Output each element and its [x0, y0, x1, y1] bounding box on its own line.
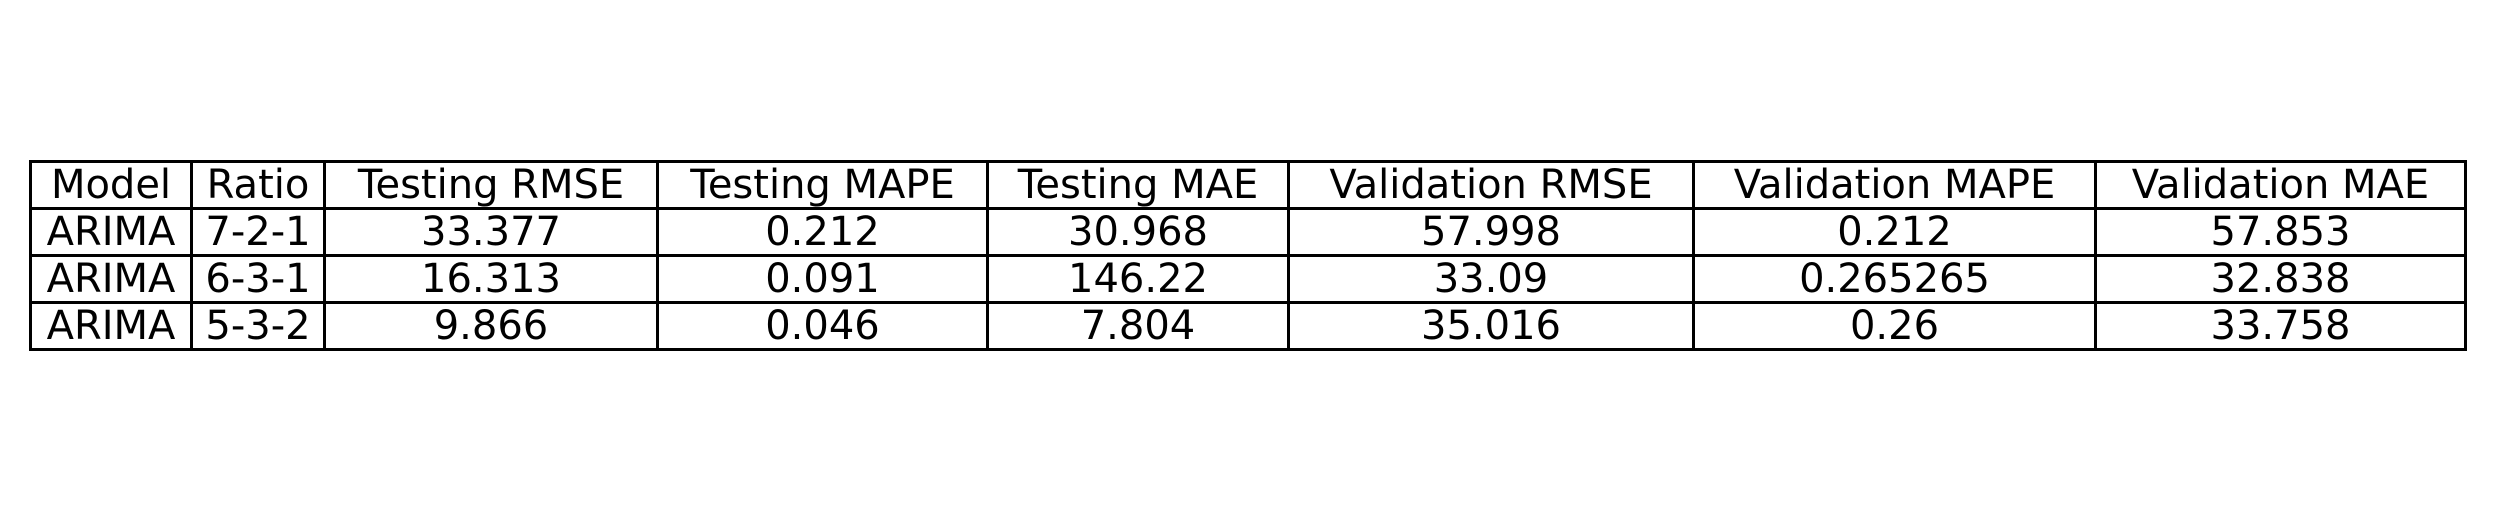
column-header-testing-mae: Testing MAE — [986, 160, 1290, 210]
table-cell: 33.09 — [1287, 254, 1695, 304]
column-header-validation-rmse: Validation RMSE — [1287, 160, 1695, 210]
table-cell: ARIMA — [29, 301, 193, 351]
table-cell: 33.377 — [323, 207, 659, 257]
table-cell: 57.998 — [1287, 207, 1695, 257]
table-cell: 7.804 — [986, 301, 1290, 351]
table-row: ARIMA 6-3-1 16.313 0.091 146.22 33.09 0.… — [29, 254, 2467, 304]
table-cell: 7-2-1 — [190, 207, 326, 257]
table-cell: 146.22 — [986, 254, 1290, 304]
table-row: ARIMA 5-3-2 9.866 0.046 7.804 35.016 0.2… — [29, 301, 2467, 351]
table-cell: 5-3-2 — [190, 301, 326, 351]
table-cell: ARIMA — [29, 254, 193, 304]
column-header-testing-mape: Testing MAPE — [656, 160, 989, 210]
column-header-model: Model — [29, 160, 193, 210]
table-cell: 33.758 — [2094, 301, 2467, 351]
table-cell: 0.091 — [656, 254, 989, 304]
column-header-ratio: Ratio — [190, 160, 326, 210]
results-table: Model Ratio Testing RMSE Testing MAPE Te… — [29, 160, 2467, 351]
table-cell: ARIMA — [29, 207, 193, 257]
table-cell: 0.212 — [656, 207, 989, 257]
table-cell: 0.212 — [1692, 207, 2097, 257]
table-cell: 0.046 — [656, 301, 989, 351]
column-header-testing-rmse: Testing RMSE — [323, 160, 659, 210]
table-cell: 35.016 — [1287, 301, 1695, 351]
table-cell: 9.866 — [323, 301, 659, 351]
table-cell: 57.853 — [2094, 207, 2467, 257]
table-cell: 0.265265 — [1692, 254, 2097, 304]
table-header-row: Model Ratio Testing RMSE Testing MAPE Te… — [29, 160, 2467, 210]
table-cell: 6-3-1 — [190, 254, 326, 304]
column-header-validation-mape: Validation MAPE — [1692, 160, 2097, 210]
table-row: ARIMA 7-2-1 33.377 0.212 30.968 57.998 0… — [29, 207, 2467, 257]
table-cell: 16.313 — [323, 254, 659, 304]
table-cell: 32.838 — [2094, 254, 2467, 304]
column-header-validation-mae: Validation MAE — [2094, 160, 2467, 210]
table-cell: 0.26 — [1692, 301, 2097, 351]
table-cell: 30.968 — [986, 207, 1290, 257]
